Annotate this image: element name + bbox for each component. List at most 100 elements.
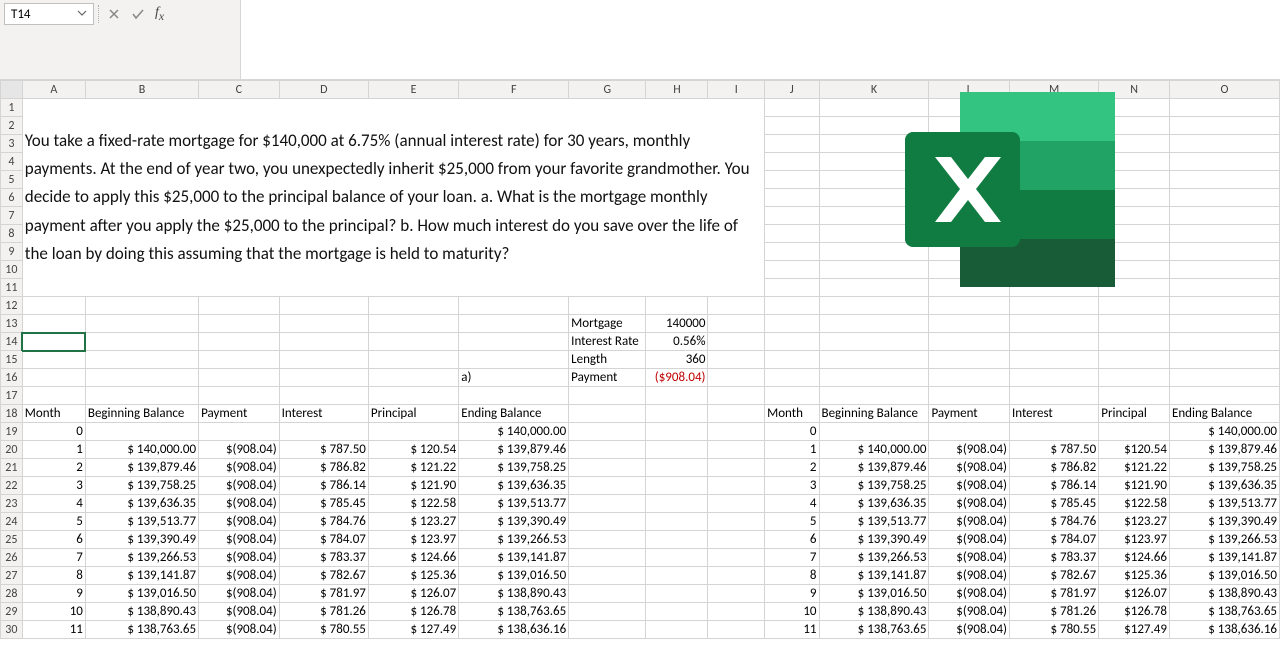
- cell[interactable]: $121.22: [1099, 459, 1170, 477]
- cell[interactable]: $ 139,390.49: [819, 531, 929, 549]
- cell[interactable]: [199, 351, 280, 369]
- cell[interactable]: [708, 423, 765, 441]
- cell[interactable]: [765, 297, 819, 315]
- cell[interactable]: Mortgage: [569, 315, 646, 333]
- cell[interactable]: [708, 441, 765, 459]
- cell[interactable]: [765, 207, 819, 225]
- cell[interactable]: 3: [22, 477, 85, 495]
- cell[interactable]: [765, 171, 819, 189]
- cell[interactable]: $ 139,266.53: [459, 531, 569, 549]
- cell[interactable]: [1169, 171, 1279, 189]
- row-header[interactable]: 21: [1, 459, 23, 477]
- cell[interactable]: [1169, 243, 1279, 261]
- cell[interactable]: [708, 585, 765, 603]
- cell[interactable]: $ 138,763.65: [459, 603, 569, 621]
- cell[interactable]: Principal: [1099, 405, 1170, 423]
- cell[interactable]: [85, 333, 198, 351]
- row-header[interactable]: 16: [1, 369, 23, 387]
- cell[interactable]: 4: [765, 495, 819, 513]
- cell[interactable]: $ 139,636.35: [459, 477, 569, 495]
- chevron-down-icon[interactable]: [77, 7, 87, 22]
- cell[interactable]: [569, 495, 646, 513]
- row-header[interactable]: 28: [1, 585, 23, 603]
- cell[interactable]: [368, 387, 458, 405]
- cell[interactable]: $ 123.97: [368, 531, 458, 549]
- cell[interactable]: [708, 369, 765, 387]
- cell[interactable]: 0: [22, 423, 85, 441]
- cell[interactable]: $(908.04): [929, 621, 1010, 639]
- cell[interactable]: 0.56%: [646, 333, 708, 351]
- cell[interactable]: $ 138,636.16: [459, 621, 569, 639]
- cell[interactable]: [1009, 351, 1098, 369]
- cell[interactable]: [708, 297, 765, 315]
- cell[interactable]: [1009, 423, 1098, 441]
- cell[interactable]: [569, 477, 646, 495]
- cell[interactable]: [765, 99, 819, 117]
- row-header[interactable]: 23: [1, 495, 23, 513]
- cell[interactable]: [708, 351, 765, 369]
- cell[interactable]: [1169, 315, 1279, 333]
- cell[interactable]: [22, 297, 85, 315]
- cell[interactable]: [1169, 387, 1279, 405]
- cell[interactable]: [1099, 297, 1170, 315]
- cell[interactable]: $ 783.37: [279, 549, 368, 567]
- cell[interactable]: [819, 423, 929, 441]
- column-header[interactable]: D: [279, 81, 368, 99]
- row-header[interactable]: 27: [1, 567, 23, 585]
- cell[interactable]: $ 784.07: [279, 531, 368, 549]
- cell[interactable]: [199, 387, 280, 405]
- cell[interactable]: Interest Rate: [569, 333, 646, 351]
- cell[interactable]: [22, 369, 85, 387]
- cell[interactable]: $ 781.26: [279, 603, 368, 621]
- cell[interactable]: $121.90: [1099, 477, 1170, 495]
- cell[interactable]: $ 139,141.87: [819, 567, 929, 585]
- cell[interactable]: [765, 117, 819, 135]
- cell[interactable]: [459, 297, 569, 315]
- cell[interactable]: [765, 333, 819, 351]
- cell[interactable]: $ 139,016.50: [1169, 567, 1279, 585]
- cell[interactable]: [459, 351, 569, 369]
- cell[interactable]: 11: [22, 621, 85, 639]
- name-box[interactable]: T14: [4, 3, 94, 25]
- cell[interactable]: $ 783.37: [1009, 549, 1098, 567]
- cell[interactable]: 3: [765, 477, 819, 495]
- cell[interactable]: [646, 387, 708, 405]
- cell[interactable]: [646, 513, 708, 531]
- cell[interactable]: $ 786.14: [279, 477, 368, 495]
- cell[interactable]: [819, 369, 929, 387]
- cell[interactable]: [1169, 225, 1279, 243]
- cell[interactable]: [1169, 351, 1279, 369]
- cell[interactable]: [279, 387, 368, 405]
- cell[interactable]: [1099, 315, 1170, 333]
- cell[interactable]: $ 139,266.53: [1169, 531, 1279, 549]
- cell[interactable]: $ 787.50: [279, 441, 368, 459]
- cell[interactable]: $ 786.14: [1009, 477, 1098, 495]
- column-header[interactable]: I: [708, 81, 765, 99]
- cell[interactable]: $ 122.58: [368, 495, 458, 513]
- cell[interactable]: $ 125.36: [368, 567, 458, 585]
- row-header[interactable]: 11: [1, 279, 23, 297]
- cell[interactable]: $ 781.97: [279, 585, 368, 603]
- cell[interactable]: $ 139,513.77: [1169, 495, 1279, 513]
- cell[interactable]: Beginning Balance: [819, 405, 929, 423]
- column-header[interactable]: C: [199, 81, 280, 99]
- cell[interactable]: [929, 423, 1010, 441]
- cell[interactable]: [569, 387, 646, 405]
- cell[interactable]: Payment: [569, 369, 646, 387]
- cell[interactable]: [22, 315, 85, 333]
- cell[interactable]: [1169, 279, 1279, 297]
- cell[interactable]: $(908.04): [199, 603, 280, 621]
- cell[interactable]: $(908.04): [929, 513, 1010, 531]
- row-header[interactable]: 30: [1, 621, 23, 639]
- cell[interactable]: [22, 351, 85, 369]
- cell[interactable]: $ 139,758.25: [819, 477, 929, 495]
- cell[interactable]: [459, 333, 569, 351]
- cell[interactable]: $127.49: [1099, 621, 1170, 639]
- cell[interactable]: $ 139,390.49: [85, 531, 198, 549]
- cell[interactable]: $ 140,000.00: [819, 441, 929, 459]
- cell[interactable]: $122.58: [1099, 495, 1170, 513]
- cell[interactable]: [646, 477, 708, 495]
- cell[interactable]: [765, 279, 819, 297]
- cell[interactable]: Length: [569, 351, 646, 369]
- cell[interactable]: $ 140,000.00: [459, 423, 569, 441]
